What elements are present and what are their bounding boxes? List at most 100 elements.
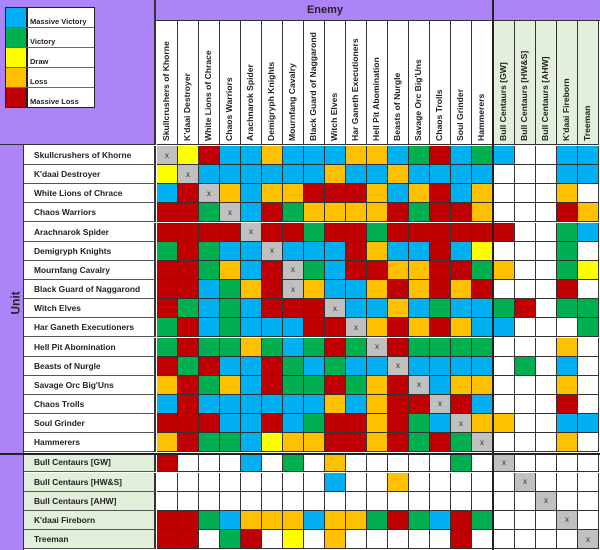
- matchup-cell: [557, 222, 578, 242]
- matchup-cell: [536, 414, 557, 434]
- row-label: Bull Centaurs [HW&S]: [24, 472, 156, 492]
- self-matchup-cell: x: [178, 165, 199, 185]
- matchup-cell: [346, 356, 367, 376]
- matchup-cell: [178, 453, 199, 473]
- matchup-cell: [430, 280, 451, 300]
- matchup-cell: [515, 453, 536, 473]
- matchup-cell: [557, 433, 578, 453]
- column-header: Har Ganeth Executioners: [346, 21, 367, 145]
- matchup-cell: [472, 510, 493, 530]
- legend-item: Massive Loss: [6, 88, 94, 107]
- matchup-cell: [283, 318, 304, 338]
- matchup-cell: [578, 146, 599, 165]
- matchup-cell: [515, 530, 536, 549]
- row-label: Arachnarok Spider: [24, 222, 156, 242]
- matchup-cell: [409, 337, 430, 357]
- legend-item: Draw: [6, 48, 94, 68]
- matchup-cell: [409, 510, 430, 530]
- matchup-cell: [283, 491, 304, 511]
- column-header: K'daai Fireborn: [557, 21, 578, 145]
- matchup-cell: [388, 260, 409, 280]
- matchup-cell: [472, 472, 493, 492]
- matchup-cell: [283, 222, 304, 242]
- matchup-cell: [304, 453, 325, 473]
- matchup-cell: [283, 472, 304, 492]
- matchup-cell: [536, 222, 557, 242]
- row-label: White Lions of Chrace: [24, 184, 156, 204]
- column-header: Arachnarok Spider: [241, 21, 262, 145]
- matchup-cell: [536, 337, 557, 357]
- matchup-cell: [388, 184, 409, 204]
- row-section-divider: [0, 453, 600, 455]
- self-matchup-cell: x: [283, 260, 304, 280]
- matchup-cell: [557, 165, 578, 185]
- matchup-cell: [199, 356, 220, 376]
- matchup-cell: [430, 453, 451, 473]
- legend-label: Victory: [30, 37, 56, 46]
- matchup-cell: [325, 222, 346, 242]
- matchup-cell: [388, 394, 409, 414]
- matchup-cell: [578, 280, 599, 300]
- matchup-cell: [157, 530, 178, 549]
- matchup-cell: [451, 280, 472, 300]
- matchup-cell: [325, 241, 346, 261]
- matchup-cell: [430, 491, 451, 511]
- self-matchup-cell: x: [536, 491, 557, 511]
- matchup-cell: [241, 472, 262, 492]
- matchup-cell: [367, 433, 388, 453]
- column-header-label: White Lions of Chrace: [203, 50, 213, 141]
- matchup-cell: [241, 453, 262, 473]
- column-header: Skullcrushers of Khorne: [157, 21, 178, 145]
- self-matchup-cell: x: [283, 280, 304, 300]
- matchup-cell: [346, 530, 367, 549]
- matchup-cell: [346, 203, 367, 223]
- matchup-cell: [367, 318, 388, 338]
- matchup-cell: [388, 453, 409, 473]
- matchup-cell: [178, 394, 199, 414]
- matchup-cell: [157, 260, 178, 280]
- column-header: Beasts of Nurgle: [388, 21, 409, 145]
- matchup-cell: [388, 299, 409, 319]
- matchup-cell: [304, 241, 325, 261]
- matchup-cell: [178, 318, 199, 338]
- column-header-label: K'daai Destroyer: [182, 73, 192, 141]
- matchup-cell: [199, 433, 220, 453]
- matchup-cell: [388, 146, 409, 165]
- matchup-cell: [451, 530, 472, 549]
- matchup-cell: [304, 260, 325, 280]
- matchup-cell: [494, 165, 515, 185]
- matchup-cell: [472, 146, 493, 165]
- legend-item: Massive Victory: [6, 8, 94, 28]
- matchup-cell: [199, 203, 220, 223]
- matchup-cell: [199, 241, 220, 261]
- column-header-label: Mournfang Cavalry: [287, 63, 297, 141]
- matchup-cell: [472, 394, 493, 414]
- row-label: Witch Elves: [24, 299, 156, 319]
- matchup-cell: [515, 356, 536, 376]
- matchup-cell: [536, 375, 557, 395]
- matchup-cell: [536, 510, 557, 530]
- matchup-cell: [430, 433, 451, 453]
- matchup-cell: [178, 203, 199, 223]
- matchup-cell: [578, 337, 599, 357]
- matchup-cell: [304, 510, 325, 530]
- matchup-cell: [220, 394, 241, 414]
- row-label: Savage Orc Big'Uns: [24, 375, 156, 395]
- matchup-cell: [472, 375, 493, 395]
- column-header-label: Demigryph Knights: [266, 61, 276, 141]
- matchup-cell: [199, 222, 220, 242]
- matchup-cell: [178, 433, 199, 453]
- matchup-cell: [430, 356, 451, 376]
- column-header: Savage Orc Big'Uns: [409, 21, 430, 145]
- matchup-cell: [515, 491, 536, 511]
- enemy-header-band: [156, 0, 493, 21]
- row-label: Chaos Trolls: [24, 394, 156, 414]
- matchup-cell: [199, 453, 220, 473]
- matchup-cell: [325, 356, 346, 376]
- matchup-cell: [304, 491, 325, 511]
- matchup-cell: [472, 203, 493, 223]
- matchup-cell: [325, 184, 346, 204]
- self-matchup-cell: x: [199, 184, 220, 204]
- matchup-cell: [304, 414, 325, 434]
- matchup-cell: [325, 337, 346, 357]
